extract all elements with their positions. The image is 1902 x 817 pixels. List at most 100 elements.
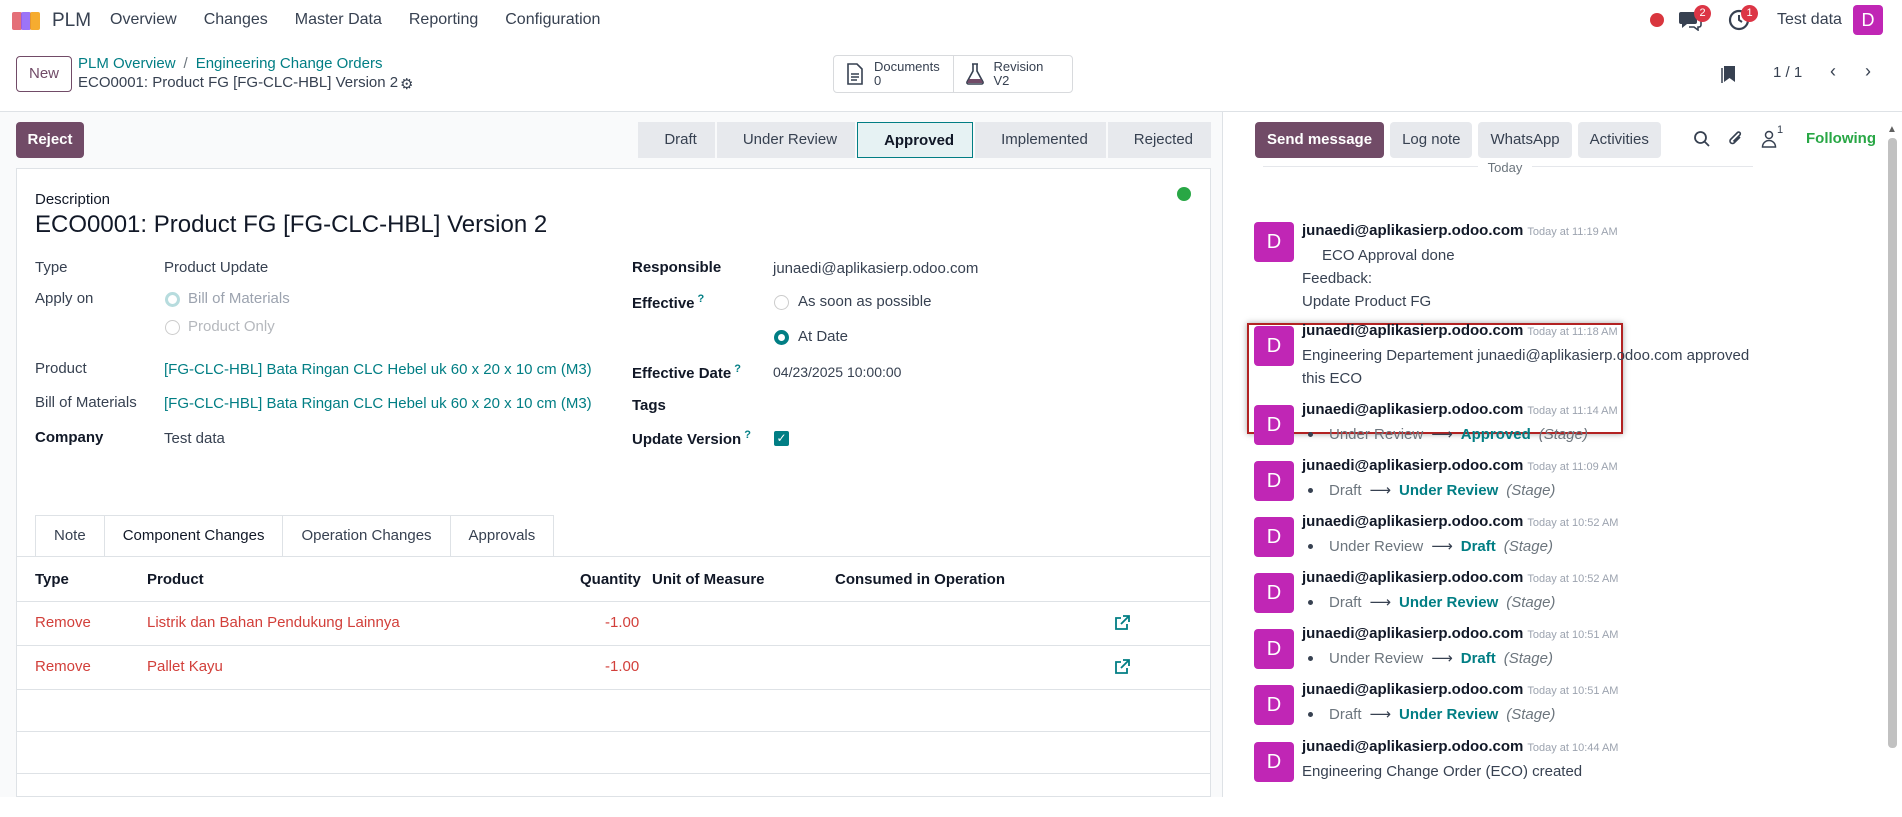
effective-date-help-icon[interactable]: ? xyxy=(734,363,741,375)
message-author[interactable]: junaedi@aplikasierp.odoo.com Today at 10:… xyxy=(1302,738,1618,755)
breadcrumb: PLM Overview / Engineering Change Orders xyxy=(78,55,383,72)
user-avatar[interactable]: D xyxy=(1853,5,1883,35)
tab-approvals[interactable]: Approvals xyxy=(449,515,555,557)
author-avatar[interactable]: D xyxy=(1254,405,1294,445)
message-time: Today at 11:14 AM xyxy=(1527,405,1618,417)
breadcrumb-plm-overview[interactable]: PLM Overview xyxy=(78,55,176,72)
tab-note[interactable]: Note xyxy=(35,515,105,557)
author-avatar[interactable]: D xyxy=(1254,517,1294,557)
pager-previous-icon[interactable]: ‹ xyxy=(1830,61,1836,81)
paperclip-icon[interactable] xyxy=(1727,130,1745,148)
author-name[interactable]: junaedi@aplikasierp.odoo.com xyxy=(1302,457,1524,474)
author-name[interactable]: junaedi@aplikasierp.odoo.com xyxy=(1302,222,1524,239)
message-author[interactable]: junaedi@aplikasierp.odoo.com Today at 11:… xyxy=(1302,401,1618,418)
description-field[interactable]: ECO0001: Product FG [FG-CLC-HBL] Version… xyxy=(35,211,548,238)
follower-user-icon[interactable] xyxy=(1761,130,1777,148)
author-avatar[interactable]: D xyxy=(1254,222,1294,262)
col-type[interactable]: Type xyxy=(35,571,69,588)
author-avatar[interactable]: D xyxy=(1254,461,1294,501)
new-value: Under Review xyxy=(1399,482,1499,499)
company-field[interactable]: Test data xyxy=(164,430,225,447)
effective-asap-radio[interactable] xyxy=(774,295,789,310)
update-version-help-icon[interactable]: ? xyxy=(744,429,751,441)
author-name[interactable]: junaedi@aplikasierp.odoo.com xyxy=(1302,513,1524,530)
author-name[interactable]: junaedi@aplikasierp.odoo.com xyxy=(1302,401,1524,418)
app-name[interactable]: PLM xyxy=(52,10,92,31)
col-consumed-operation[interactable]: Consumed in Operation xyxy=(835,571,1006,588)
log-note-button[interactable]: Log note xyxy=(1390,122,1473,158)
author-avatar[interactable]: D xyxy=(1254,326,1294,366)
chatter-scrollbar[interactable] xyxy=(1888,138,1897,748)
kanban-state-icon[interactable] xyxy=(1177,187,1191,201)
external-link-icon[interactable] xyxy=(1113,614,1131,632)
responsible-field[interactable]: junaedi@aplikasierp.odoo.com xyxy=(773,260,979,277)
update-version-checkbox[interactable]: ✓ xyxy=(774,431,789,446)
table-row[interactable]: Remove Pallet Kayu -1.00 xyxy=(17,645,1210,689)
author-avatar[interactable]: D xyxy=(1254,573,1294,613)
reject-button[interactable]: Reject xyxy=(16,122,84,158)
recording-indicator-icon[interactable] xyxy=(1650,13,1664,27)
company-switcher[interactable]: Test data xyxy=(1777,11,1842,28)
stage-draft[interactable]: Draft xyxy=(638,122,715,158)
external-link-icon[interactable] xyxy=(1113,658,1131,676)
new-value: Under Review xyxy=(1399,706,1499,723)
bookmark-icon[interactable] xyxy=(1720,64,1738,84)
author-name[interactable]: junaedi@aplikasierp.odoo.com xyxy=(1302,681,1524,698)
message-author[interactable]: junaedi@aplikasierp.odoo.com Today at 11:… xyxy=(1302,322,1618,339)
author-avatar[interactable]: D xyxy=(1254,685,1294,725)
message-author[interactable]: junaedi@aplikasierp.odoo.com Today at 11:… xyxy=(1302,457,1618,474)
whatsapp-button[interactable]: WhatsApp xyxy=(1478,122,1572,158)
gear-icon[interactable]: ⚙ xyxy=(400,76,414,93)
stage-under-review[interactable]: Under Review xyxy=(716,122,856,158)
stage-approved[interactable]: Approved xyxy=(857,122,974,158)
activities-button[interactable]: Activities xyxy=(1577,122,1661,158)
message-author[interactable]: junaedi@aplikasierp.odoo.com Today at 10:… xyxy=(1302,569,1618,586)
author-avatar[interactable]: D xyxy=(1254,629,1294,669)
effective-date-label: Effective Date? xyxy=(632,363,741,382)
author-name[interactable]: junaedi@aplikasierp.odoo.com xyxy=(1302,738,1524,755)
revision-smart-button[interactable]: Revision V2 xyxy=(952,56,1073,92)
author-name[interactable]: junaedi@aplikasierp.odoo.com xyxy=(1302,625,1524,642)
table-row[interactable]: Remove Listrik dan Bahan Pendukung Lainn… xyxy=(17,601,1210,645)
apply-on-product-radio[interactable] xyxy=(165,320,180,335)
tab-operation-changes[interactable]: Operation Changes xyxy=(282,515,451,557)
app-logo-icon[interactable] xyxy=(12,10,44,32)
menu-master-data[interactable]: Master Data xyxy=(294,11,382,28)
message-author[interactable]: junaedi@aplikasierp.odoo.com Today at 10:… xyxy=(1302,681,1618,698)
pager-next-icon[interactable]: › xyxy=(1865,61,1871,81)
message-author[interactable]: junaedi@aplikasierp.odoo.com Today at 11:… xyxy=(1302,222,1618,239)
new-button[interactable]: New xyxy=(16,56,72,92)
breadcrumb-eco[interactable]: Engineering Change Orders xyxy=(195,55,383,72)
col-uom[interactable]: Unit of Measure xyxy=(652,571,765,588)
apply-on-bom-radio[interactable] xyxy=(165,292,180,307)
type-label: Type xyxy=(35,259,68,276)
author-name[interactable]: junaedi@aplikasierp.odoo.com xyxy=(1302,322,1524,339)
menu-configuration[interactable]: Configuration xyxy=(505,11,601,28)
arrow-right-icon: ⟶ xyxy=(1431,650,1453,667)
documents-smart-button[interactable]: Documents 0 xyxy=(834,56,953,92)
col-product[interactable]: Product xyxy=(147,571,204,588)
product-field[interactable]: [FG-CLC-HBL] Bata Ringan CLC Hebel uk 60… xyxy=(164,361,592,378)
menu-changes[interactable]: Changes xyxy=(203,11,268,28)
menu-overview[interactable]: Overview xyxy=(110,11,177,28)
stage-implemented[interactable]: Implemented xyxy=(975,122,1106,158)
menu-reporting[interactable]: Reporting xyxy=(408,11,479,28)
send-message-button[interactable]: Send message xyxy=(1255,122,1385,158)
chatter-scroll-up-icon[interactable]: ▲ xyxy=(1887,124,1897,135)
stage-rejected[interactable]: Rejected xyxy=(1107,122,1211,158)
col-quantity[interactable]: Quantity xyxy=(580,571,641,588)
type-field[interactable]: Product Update xyxy=(164,259,269,276)
bom-field[interactable]: [FG-CLC-HBL] Bata Ringan CLC Hebel uk 60… xyxy=(164,395,592,412)
message-author[interactable]: junaedi@aplikasierp.odoo.com Today at 10:… xyxy=(1302,625,1618,642)
author-avatar[interactable]: D xyxy=(1254,742,1294,782)
tags-field[interactable] xyxy=(773,395,973,417)
following-button[interactable]: Following xyxy=(1806,130,1876,147)
effective-date-field[interactable]: 04/23/2025 10:00:00 xyxy=(773,364,902,380)
pager-value[interactable]: 1 / 1 xyxy=(1773,64,1803,81)
search-icon[interactable] xyxy=(1693,130,1711,148)
effective-at-date-radio[interactable] xyxy=(774,330,789,345)
message-author[interactable]: junaedi@aplikasierp.odoo.com Today at 10:… xyxy=(1302,513,1618,530)
author-name[interactable]: junaedi@aplikasierp.odoo.com xyxy=(1302,569,1524,586)
effective-help-icon[interactable]: ? xyxy=(697,293,705,305)
tab-component-changes[interactable]: Component Changes xyxy=(103,515,284,557)
